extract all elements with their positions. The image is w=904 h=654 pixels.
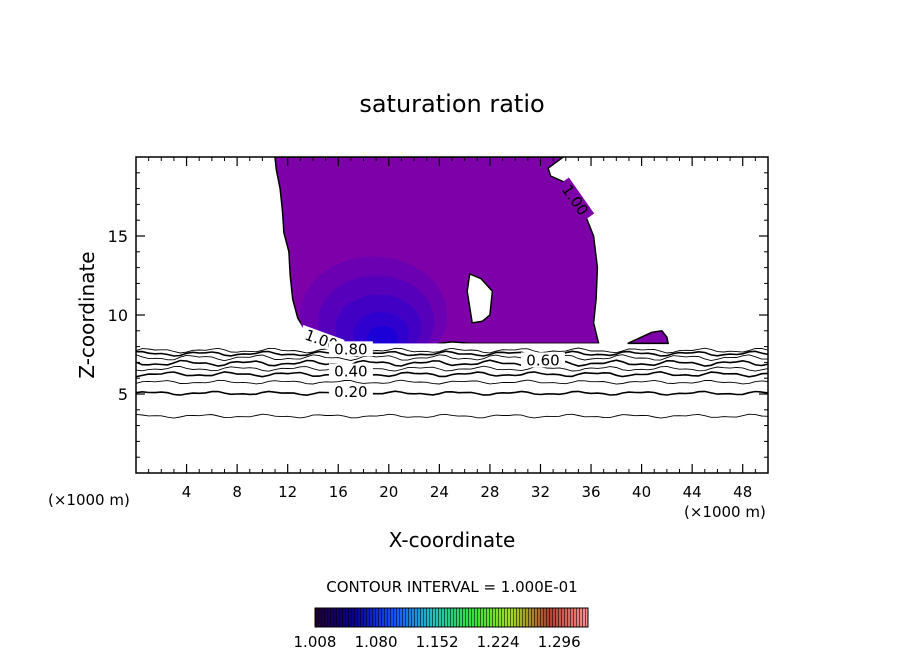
contour-label-2: 0.80: [334, 340, 367, 358]
contour-label-bg: [328, 384, 373, 399]
x-tick-label: 32: [531, 483, 550, 501]
plot-area: 1.001.000.800.600.400.20: [136, 157, 768, 473]
x-unit-right: (×1000 m): [684, 503, 766, 521]
colorbar-frame: [314, 607, 589, 628]
chart-title: saturation ratio: [359, 90, 544, 118]
contour-label-bg: [521, 352, 566, 368]
x-tick-label: 28: [480, 483, 499, 501]
colorbar-stripes: [315, 608, 588, 627]
contour-label-bg: [328, 363, 373, 379]
subsaturated-hole: [466, 272, 494, 324]
x-tick-label: 8: [232, 483, 242, 501]
colorbar-tick-label: 1.080: [355, 633, 398, 651]
colorbar-tick-label: 1.008: [294, 633, 337, 651]
colorbar-tick-label: 1.152: [416, 633, 459, 651]
y-tick-label: 15: [108, 227, 128, 246]
contour-line-0.70: [136, 354, 768, 362]
x-tick-label: 4: [182, 483, 192, 501]
contour-line-0.50: [136, 365, 768, 372]
contour-label-bg: [328, 341, 373, 357]
contour-line-0.90: [136, 347, 768, 354]
x-axis-label: X-coordinate: [389, 528, 516, 552]
colorbar-labels: 1.008 1.080 1.152 1.224 1.296: [294, 633, 581, 651]
x-tick-label: 36: [581, 483, 600, 501]
contour-interval-text: CONTOUR INTERVAL = 1.000E-01: [326, 578, 577, 596]
x-tick-label: 40: [632, 483, 651, 501]
contour-label-bg: [556, 177, 595, 223]
colorbar-tick-label: 1.296: [538, 633, 581, 651]
y-axis-label: Z-coordinate: [75, 251, 99, 378]
x-tick-label: 44: [683, 483, 702, 501]
contour-label-5: 0.20: [334, 383, 367, 401]
x-unit-left: (×1000 m): [48, 491, 130, 509]
contour-line-0.10: [136, 413, 768, 419]
contour-line-0.60: [136, 359, 768, 367]
contour-label-3: 0.60: [526, 351, 559, 369]
x-tick-label: 24: [430, 483, 449, 501]
x-tick-label: 12: [278, 483, 297, 501]
x-tick-label: 48: [733, 483, 752, 501]
y-tick-label: 5: [118, 385, 128, 404]
y-tick-label: 10: [108, 306, 128, 325]
x-tick-label: 20: [379, 483, 398, 501]
saturated-region-small: [627, 329, 670, 345]
contour-line-0.80: [136, 350, 768, 358]
contour-line-0.40: [136, 370, 768, 378]
contour-line-0.30: [136, 379, 768, 385]
x-tick-label: 16: [329, 483, 348, 501]
colorbar-tick-label: 1.224: [477, 633, 520, 651]
contour-label-4: 0.40: [334, 362, 367, 380]
contour-line-0.20: [136, 390, 768, 397]
colorbar: 1.008 1.080 1.152 1.224 1.296: [294, 607, 589, 651]
